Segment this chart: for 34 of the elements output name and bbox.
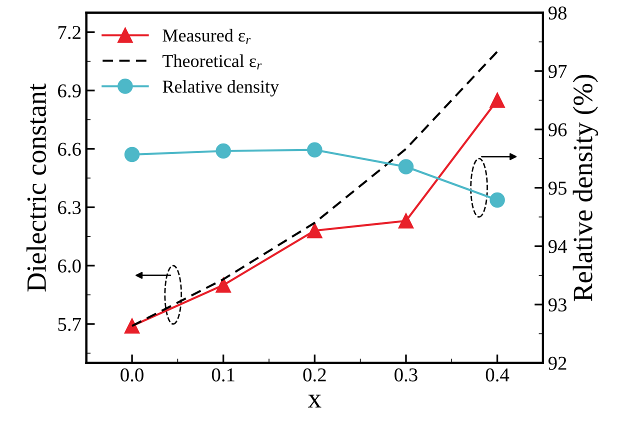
point xyxy=(307,142,322,158)
y-tick-label: 6.6 xyxy=(58,142,81,156)
legend-label: Theoretical ε$_{r}$ xyxy=(162,54,262,70)
point xyxy=(398,159,414,174)
y-tick-label: 6.3 xyxy=(58,201,81,214)
y2-tick-label: 96 xyxy=(548,123,567,136)
x-axis-title: x xyxy=(308,394,322,408)
point xyxy=(398,213,414,229)
y2-tick-label: 92 xyxy=(548,356,566,370)
point xyxy=(216,277,231,293)
point xyxy=(124,146,140,162)
point xyxy=(216,143,231,159)
legend-label: Measured ε$_{r}$ xyxy=(162,28,251,44)
y2-tick-label: 97 xyxy=(548,64,567,78)
y2-axis-title: Relative density (%) xyxy=(572,74,598,302)
x-tick-label: 0.0 xyxy=(120,368,144,382)
point xyxy=(307,222,322,238)
point xyxy=(490,192,505,208)
y2-tick-label: 94 xyxy=(548,240,567,254)
legend-label: Relative density xyxy=(162,80,279,96)
y-tick-label: 6.9 xyxy=(58,84,81,98)
y-tick-label: 5.7 xyxy=(58,318,81,332)
y2-tick-label: 98 xyxy=(548,6,567,20)
x-tick-label: 0.3 xyxy=(394,368,418,382)
x-tick-label: 0.4 xyxy=(486,368,510,382)
y-tick-label: 7.2 xyxy=(58,26,80,40)
x-tick-label: 0.1 xyxy=(212,368,234,382)
point xyxy=(490,92,505,108)
point xyxy=(124,318,140,334)
y-tick-label: 6.0 xyxy=(58,259,81,273)
x-tick-label: 0.2 xyxy=(303,368,326,382)
y-axis-title: Dielectric constant xyxy=(26,83,46,292)
y2-tick-label: 93 xyxy=(548,298,567,312)
y2-tick-label: 95 xyxy=(548,182,567,195)
